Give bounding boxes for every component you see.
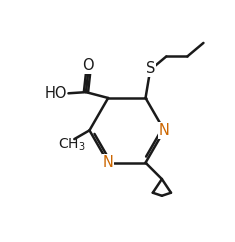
Text: N: N: [103, 155, 114, 170]
Text: S: S: [145, 61, 155, 76]
Text: CH$_3$: CH$_3$: [58, 137, 86, 153]
Text: O: O: [82, 59, 94, 74]
Text: HO: HO: [45, 86, 67, 101]
Text: N: N: [159, 123, 170, 138]
